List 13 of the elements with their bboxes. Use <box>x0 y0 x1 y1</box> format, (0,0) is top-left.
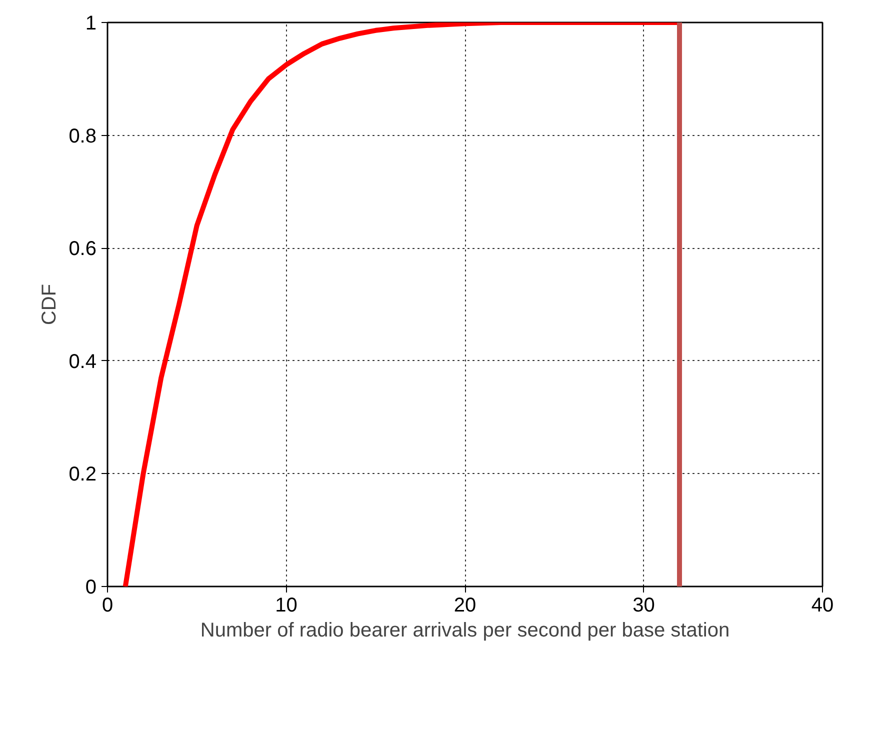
x-tick-label: 20 <box>454 594 476 616</box>
x-axis-title: Number of radio bearer arrivals per second per base station <box>200 620 730 642</box>
y-tick-label: 0.2 <box>68 464 97 486</box>
y-tick-label: 1 <box>85 12 96 34</box>
x-tick-label: 30 <box>632 594 655 616</box>
y-tick-label: 0.4 <box>68 350 97 373</box>
y-tick-label: 0 <box>85 576 96 598</box>
y-axis-title: CDF <box>38 284 61 326</box>
y-tick-label: 0.8 <box>68 125 97 148</box>
x-tick-label: 10 <box>275 594 298 616</box>
x-tick-label: 0 <box>102 594 114 616</box>
y-tick-label: 0.6 <box>68 238 97 260</box>
x-tick-label: 40 <box>811 594 834 616</box>
